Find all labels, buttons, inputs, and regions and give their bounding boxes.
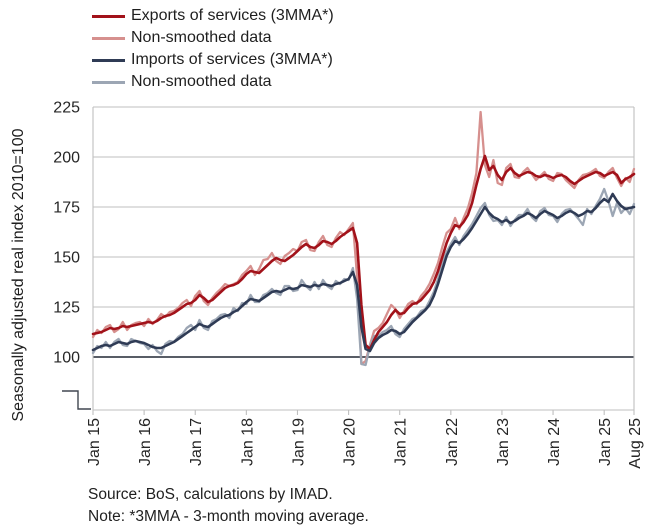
x-tick-label: Jan 25 — [597, 418, 614, 466]
x-tick-label: Jan 22 — [444, 418, 461, 466]
legend: Exports of services (3MMA*) Non-smoothed… — [92, 5, 334, 93]
legend-row-imports-3mma: Imports of services (3MMA*) — [92, 49, 334, 71]
imports-3mma-line-swatch — [92, 58, 125, 62]
legend-row-imports-non-smoothed: Non-smoothed data — [92, 71, 334, 93]
x-tick-label: Jan 20 — [342, 418, 359, 466]
exports-non-smoothed-line-swatch — [92, 36, 125, 40]
source-note: Source: BoS, calculations by IMAD. — [88, 486, 333, 503]
legend-row-exports-non-smoothed: Non-smoothed data — [92, 27, 334, 49]
y-tick-label: 150 — [53, 250, 80, 267]
exports-3mma-line-swatch — [92, 14, 125, 18]
x-tick-label: Jan 18 — [239, 418, 256, 466]
series-line-imports-non-smoothed — [91, 187, 636, 367]
y-tick-label: 175 — [53, 200, 80, 217]
series-line-exports-3mma — [91, 154, 636, 351]
legend-label: Exports of services (3MMA*) — [131, 7, 334, 24]
x-tick-label: Aug 25 — [627, 418, 644, 469]
y-tick-label: 225 — [53, 100, 80, 117]
series-line-exports-non-smoothed — [91, 110, 636, 366]
legend-row-exports-3mma: Exports of services (3MMA*) — [92, 5, 334, 27]
x-tick-label: Jan 24 — [546, 418, 563, 466]
footer: Source: BoS, calculations by IMAD. Note:… — [88, 484, 369, 528]
y-tick-label: 125 — [53, 300, 80, 317]
legend-label: Imports of services (3MMA*) — [131, 51, 333, 68]
x-tick-label: Jan 17 — [188, 418, 205, 466]
x-tick-label: Jan 21 — [393, 418, 410, 466]
x-tick-label: Jan 23 — [495, 418, 512, 466]
legend-label: Non-smoothed data — [131, 73, 272, 90]
legend-label: Non-smoothed data — [131, 29, 272, 46]
y-tick-label: 100 — [53, 350, 80, 367]
y-tick-label: 200 — [53, 150, 80, 167]
axis-break-icon — [62, 390, 91, 410]
x-tick-label: Jan 19 — [290, 418, 307, 466]
x-tick-label: Jan 15 — [86, 418, 103, 466]
x-tick-label: Jan 16 — [137, 418, 154, 466]
methodology-note: Note: *3MMA - 3-month moving average. — [88, 508, 369, 525]
series-line-imports-3mma — [91, 192, 636, 353]
imports-non-smoothed-line-swatch — [92, 80, 125, 84]
